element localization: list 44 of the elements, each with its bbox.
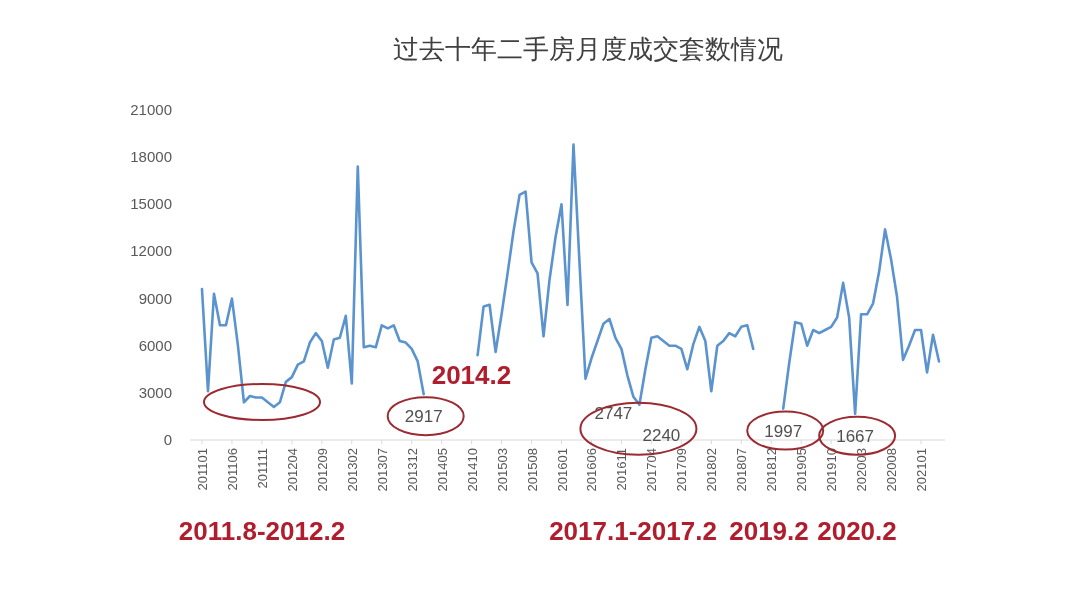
x-tick-label: 202101 <box>914 448 930 492</box>
x-tick-label: 201410 <box>464 448 480 492</box>
annotation: 2020.2 <box>817 516 897 546</box>
x-tick-label: 201307 <box>374 448 390 492</box>
annotation: 2011.8-2012.2 <box>178 516 346 546</box>
x-tick-label: 201503 <box>494 448 510 492</box>
x-tick-label: 201106 <box>224 448 240 491</box>
x-tick-label: 201812 <box>764 448 780 492</box>
x-tick-label: 201905 <box>794 448 810 492</box>
y-tick-label: 6000 <box>138 336 172 354</box>
y-tick-label: 18000 <box>130 148 172 166</box>
y-tick-label: 12000 <box>130 242 172 260</box>
data-label: 2917 <box>404 407 443 427</box>
x-tick-label: 201611 <box>614 448 630 491</box>
y-tick-label: 9000 <box>138 289 172 307</box>
data-label: 2240 <box>642 425 681 445</box>
data-label: 1667 <box>836 426 875 446</box>
x-tick-label: 201807 <box>734 448 750 492</box>
title: 过去十年二手房月度成交套数情况 <box>392 34 783 64</box>
data-label: 1997 <box>764 421 803 441</box>
y-tick-label: 15000 <box>130 195 172 213</box>
x-tick-label: 201508 <box>524 448 540 492</box>
x-tick-label: 202003 <box>854 448 870 492</box>
x-tick-label: 201910 <box>824 448 840 492</box>
x-tick-label: 201204 <box>284 448 300 492</box>
x-tick-label: 201704 <box>644 448 660 492</box>
x-tick-label: 201101 <box>194 448 210 491</box>
y-tick-label: 0 <box>163 431 172 448</box>
x-tick-label: 202008 <box>884 448 900 492</box>
x-tick-label: 201606 <box>584 448 600 492</box>
x-tick-label: 201709 <box>674 448 690 492</box>
x-tick-label: 201601 <box>554 448 570 492</box>
x-tick-label: 201405 <box>434 448 450 492</box>
x-tick-label: 201302 <box>344 448 360 492</box>
x-tick-label: 201802 <box>704 448 720 492</box>
y-tick-label: 3000 <box>138 383 172 401</box>
data-label: 2747 <box>594 403 633 423</box>
annotation: 2017.1-2017.2 <box>549 516 717 546</box>
x-tick-label: 201111 <box>254 448 270 489</box>
y-tick-label: 21000 <box>130 101 172 118</box>
x-tick-label: 201209 <box>314 448 330 492</box>
annotation: 2019.2 <box>729 516 809 546</box>
x-tick-label: 201312 <box>404 448 420 492</box>
annotation: 2014.2 <box>431 360 512 391</box>
